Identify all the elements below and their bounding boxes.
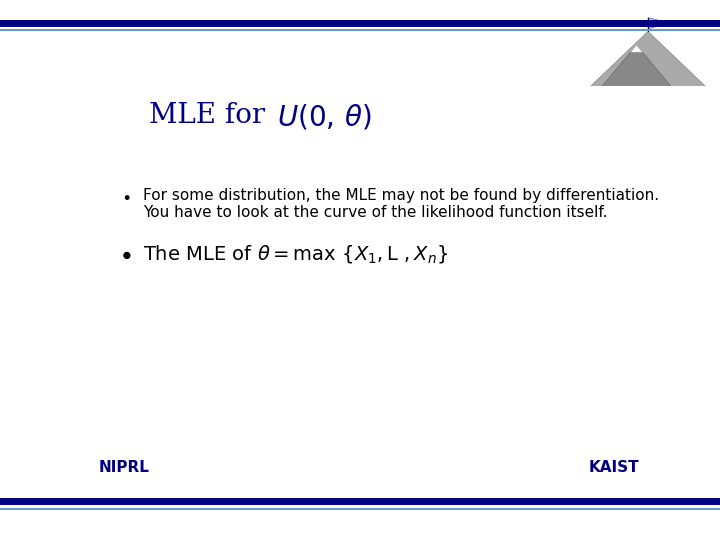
Polygon shape: [602, 45, 671, 86]
Text: $\bullet$: $\bullet$: [121, 187, 130, 205]
Text: KAIST: KAIST: [589, 460, 639, 475]
Text: $\mathrm{The\ MLE\ of\ }\theta = \mathrm{max}\ \{X_1,\mathrm{L}\ ,X_n\}$: $\mathrm{The\ MLE\ of\ }\theta = \mathrm…: [143, 243, 449, 265]
Text: $\bullet$: $\bullet$: [118, 242, 132, 266]
Polygon shape: [648, 18, 671, 29]
Text: NIPRL: NIPRL: [99, 460, 149, 475]
Text: For some distribution, the MLE may not be found by differentiation.: For some distribution, the MLE may not b…: [143, 188, 659, 203]
Text: You have to look at the curve of the likelihood function itself.: You have to look at the curve of the lik…: [143, 205, 608, 220]
Text: $U(0,\,\theta)$: $U(0,\,\theta)$: [277, 102, 372, 131]
Text: MLE for: MLE for: [149, 102, 274, 129]
Polygon shape: [631, 45, 642, 52]
Polygon shape: [590, 31, 706, 86]
